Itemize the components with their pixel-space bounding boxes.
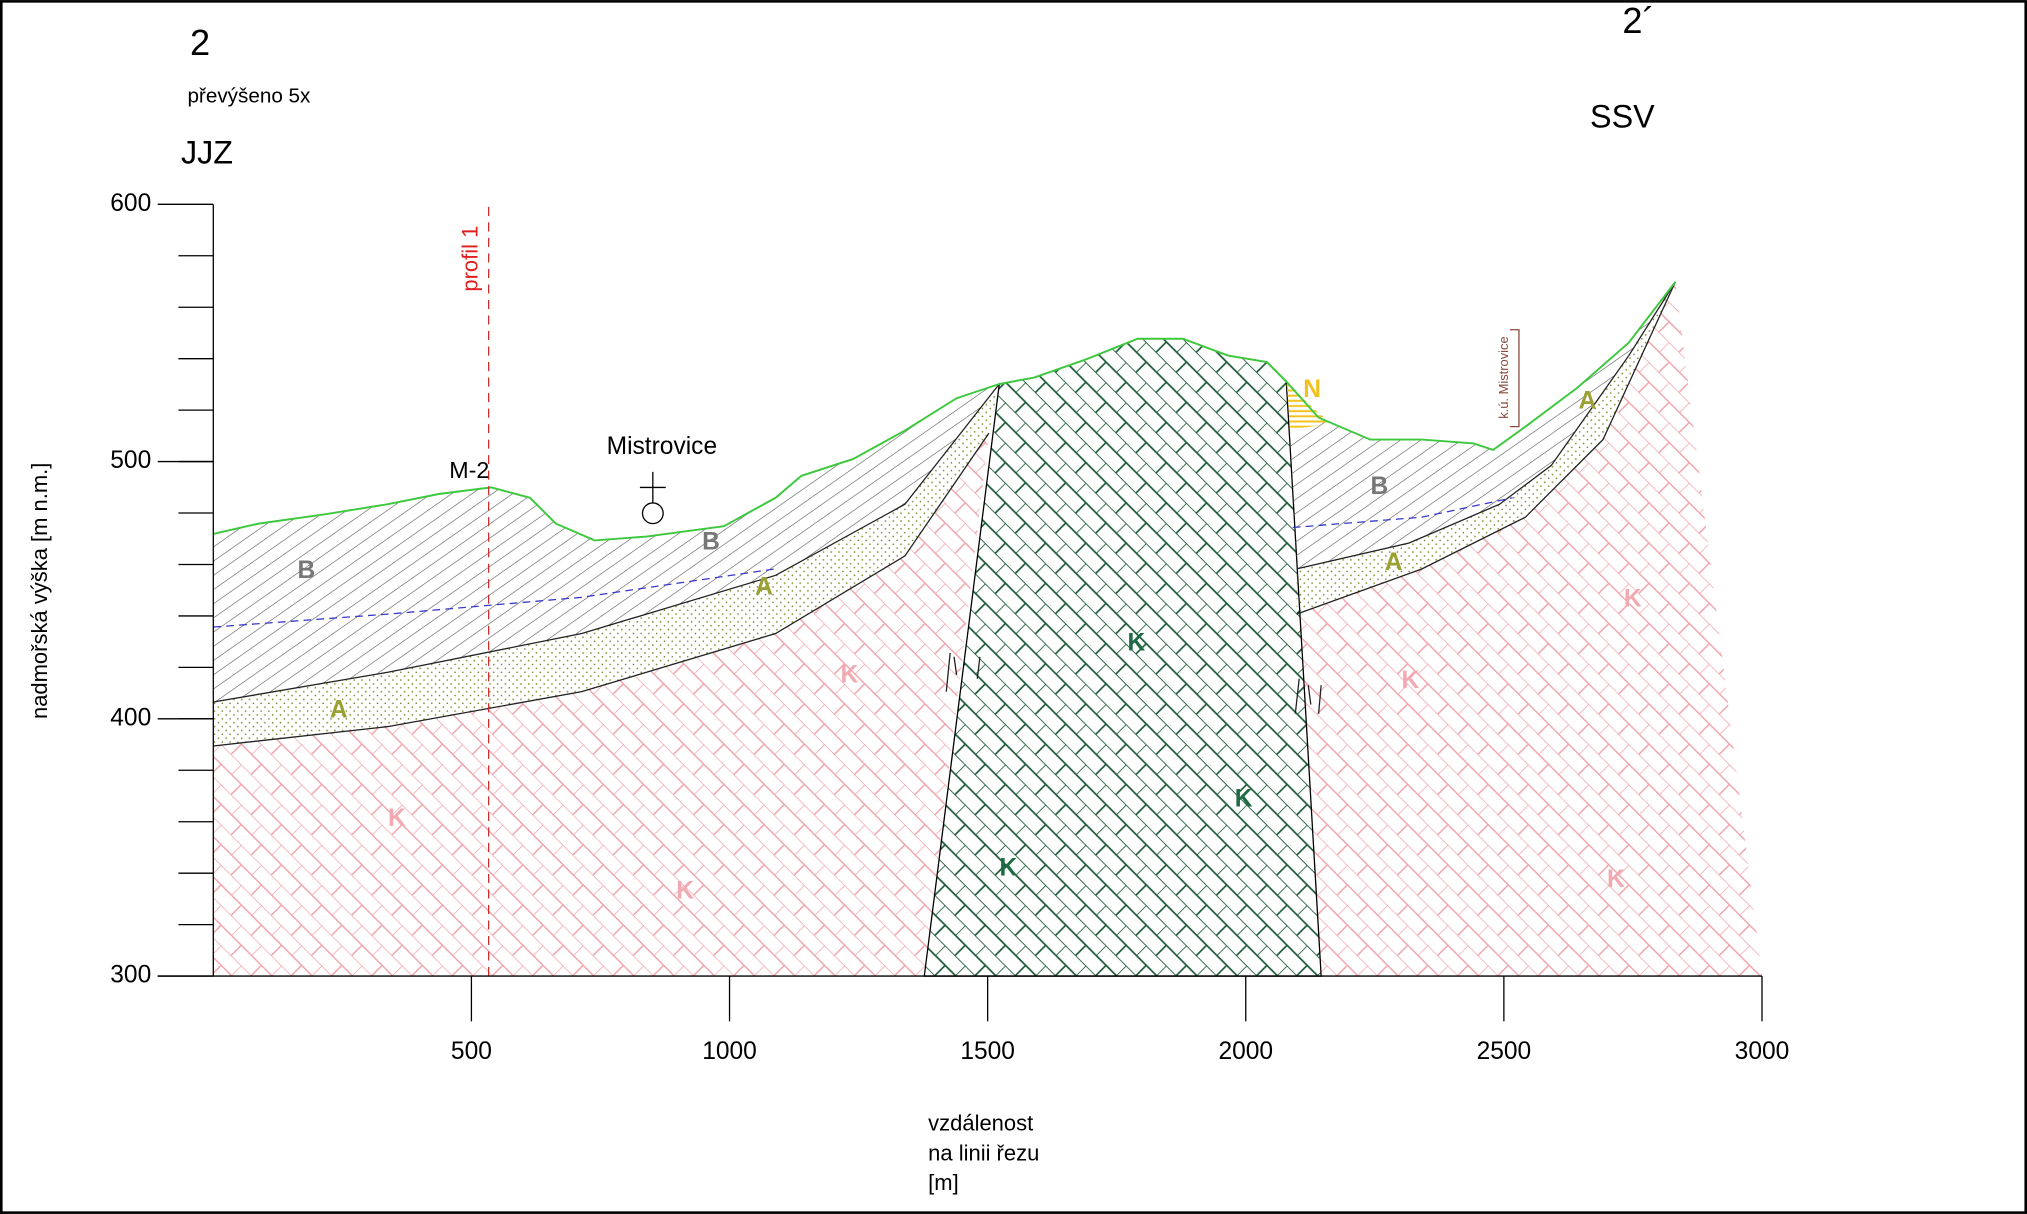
unit-label: K: [676, 878, 694, 905]
x-axis-label: vzdálenost: [928, 1111, 1033, 1136]
unit-label: K: [1235, 786, 1253, 813]
profile-start: 2: [190, 22, 210, 63]
unit-label: N: [1303, 376, 1321, 403]
x-axis-label: na linii řezu: [928, 1140, 1039, 1165]
profile-label: profil 1: [458, 226, 483, 292]
unit-label: K: [388, 805, 406, 832]
unit-label: K: [840, 662, 858, 689]
y-tick-label: 500: [110, 447, 151, 474]
well-label: M-2: [449, 457, 489, 483]
x-axis-label: [m]: [928, 1170, 959, 1195]
unit-label: B: [298, 557, 316, 584]
y-axis-label: nadmořská výška [m n.m.]: [27, 463, 52, 719]
village-label: Mistrovice: [607, 433, 717, 460]
unit-label: A: [330, 697, 348, 724]
y-tick-label: 600: [110, 190, 151, 217]
page: {"header":{"profile_start":"2","exaggera…: [0, 0, 2027, 1214]
y-tick-label: 400: [110, 704, 151, 731]
unit-label: B: [1370, 473, 1388, 500]
unit-label: K: [1402, 667, 1420, 694]
exaggeration: převýšeno 5x: [187, 84, 311, 107]
unit-label: A: [755, 574, 773, 601]
x-tick-label: 2000: [1218, 1038, 1273, 1065]
x-tick-label: 1000: [702, 1038, 757, 1065]
x-tick-label: 2500: [1477, 1038, 1532, 1065]
unit-label: K: [1624, 585, 1642, 612]
x-tick-label: 3000: [1735, 1038, 1790, 1065]
x-tick-label: 500: [451, 1038, 492, 1065]
unit-label: A: [1385, 549, 1403, 576]
cross-section: 300 400 500 600 500 1000 1500 2000 2500 3000 nadmo…: [0, 0, 2027, 1214]
direction-right: SSV: [1590, 99, 1655, 135]
unit-label: K: [999, 854, 1017, 881]
unit-label: B: [702, 528, 720, 555]
direction-left: JJZ: [181, 135, 233, 171]
unit-label: K: [1607, 866, 1625, 893]
unit-label: K: [1127, 629, 1145, 656]
profile-end: 2´: [1622, 0, 1654, 41]
cadastre-label: k.ú. Mistrovice: [1496, 336, 1511, 418]
unit-label: A: [1579, 388, 1597, 415]
x-tick-label: 1500: [960, 1038, 1015, 1065]
y-tick-label: 300: [110, 962, 151, 989]
